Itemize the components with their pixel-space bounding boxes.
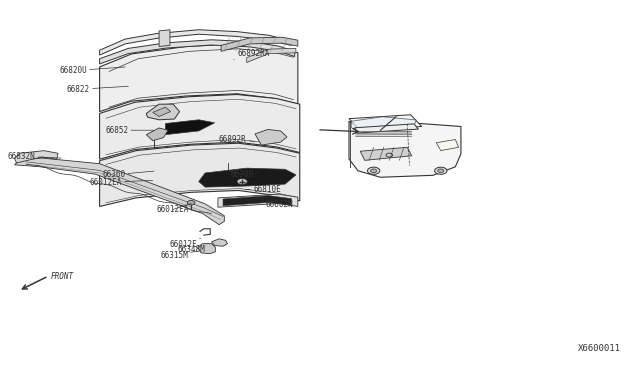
Polygon shape bbox=[159, 30, 170, 46]
Polygon shape bbox=[351, 117, 416, 131]
Text: 66852: 66852 bbox=[105, 126, 154, 135]
Polygon shape bbox=[153, 107, 171, 116]
Polygon shape bbox=[100, 30, 291, 55]
Circle shape bbox=[438, 169, 444, 173]
Text: 66892R: 66892R bbox=[219, 135, 255, 144]
Polygon shape bbox=[223, 196, 291, 206]
Circle shape bbox=[237, 179, 247, 185]
Circle shape bbox=[435, 167, 447, 174]
Polygon shape bbox=[100, 94, 300, 159]
Text: 66820U: 66820U bbox=[59, 66, 125, 75]
Polygon shape bbox=[355, 124, 419, 133]
Polygon shape bbox=[218, 194, 298, 207]
Text: 66012EA: 66012EA bbox=[90, 178, 153, 187]
Polygon shape bbox=[147, 104, 180, 120]
Polygon shape bbox=[221, 37, 298, 51]
Text: 66822: 66822 bbox=[67, 85, 129, 94]
Polygon shape bbox=[198, 244, 215, 254]
Text: 66300: 66300 bbox=[230, 170, 254, 179]
Polygon shape bbox=[199, 168, 296, 187]
Circle shape bbox=[371, 169, 377, 173]
Text: X6600011: X6600011 bbox=[578, 344, 621, 353]
Text: FRONT: FRONT bbox=[51, 272, 74, 280]
Polygon shape bbox=[100, 44, 298, 112]
Text: 66315M: 66315M bbox=[160, 251, 198, 260]
Polygon shape bbox=[147, 128, 168, 141]
Text: 66892RA: 66892RA bbox=[234, 49, 269, 60]
Polygon shape bbox=[166, 120, 214, 135]
Text: 66012EA: 66012EA bbox=[157, 203, 191, 214]
Polygon shape bbox=[15, 158, 224, 225]
Polygon shape bbox=[349, 121, 461, 177]
Polygon shape bbox=[15, 151, 58, 163]
Text: 66832N: 66832N bbox=[8, 152, 61, 161]
Text: 66862N: 66862N bbox=[261, 200, 294, 209]
Text: 66348M: 66348M bbox=[177, 244, 208, 254]
Polygon shape bbox=[100, 143, 300, 206]
Text: 66360: 66360 bbox=[102, 170, 154, 179]
Text: 66810E: 66810E bbox=[245, 185, 281, 194]
Polygon shape bbox=[349, 115, 422, 131]
Polygon shape bbox=[100, 40, 294, 64]
Circle shape bbox=[367, 167, 380, 174]
Polygon shape bbox=[211, 239, 227, 246]
Circle shape bbox=[188, 201, 195, 205]
Polygon shape bbox=[360, 147, 412, 160]
Polygon shape bbox=[436, 140, 459, 151]
Polygon shape bbox=[246, 48, 296, 62]
Text: 66012E: 66012E bbox=[169, 238, 201, 249]
Polygon shape bbox=[255, 129, 287, 145]
